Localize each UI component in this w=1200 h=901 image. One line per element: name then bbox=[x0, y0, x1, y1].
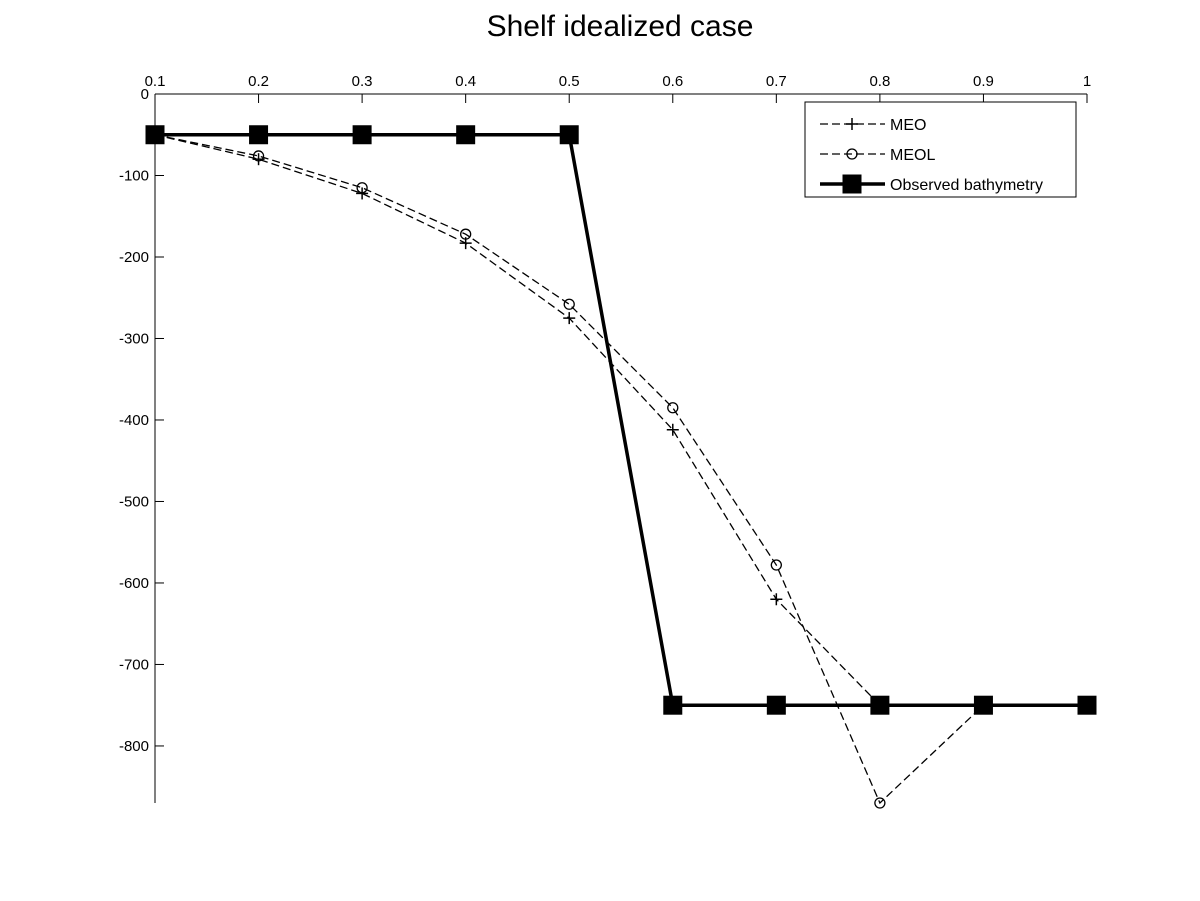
data-point-observed-bathymetry bbox=[352, 125, 372, 145]
data-point-observed-bathymetry bbox=[249, 125, 269, 145]
y-tick-label: -200 bbox=[119, 249, 149, 266]
y-tick-label: -700 bbox=[119, 656, 149, 673]
legend-label: MEO bbox=[890, 117, 926, 134]
x-tick-label: 0.7 bbox=[766, 73, 787, 90]
data-point-meol bbox=[770, 559, 782, 571]
axes: 0.1 0.2 0.3 0.4 0.5 0.6 0.7 0.8 0.9 1 0 -100 -200 -30… bbox=[119, 73, 1091, 803]
legend-item-observed-bathymetry: Observed bathymetry bbox=[820, 174, 1043, 194]
x-tick-label: 0.4 bbox=[455, 73, 476, 90]
data-point-meo bbox=[563, 312, 576, 325]
x-tick-label: 1 bbox=[1083, 73, 1091, 90]
y-tick-label: -300 bbox=[119, 330, 149, 347]
data-point-meol bbox=[874, 797, 886, 809]
series-line-observed-bathymetry bbox=[155, 132, 1087, 707]
chart-title: Shelf idealized case bbox=[487, 10, 754, 43]
series-line-meo bbox=[154, 134, 1087, 706]
y-tick-label: -600 bbox=[119, 575, 149, 592]
legend-swatch-marker bbox=[846, 148, 858, 160]
data-point-observed-bathymetry bbox=[663, 695, 683, 715]
data-point-meo bbox=[149, 128, 161, 141]
data-point-meo bbox=[356, 187, 369, 200]
legend-label: MEOL bbox=[890, 147, 935, 164]
legend-swatch-marker bbox=[842, 174, 862, 194]
data-point-meol bbox=[667, 402, 679, 414]
data-point-meo bbox=[459, 237, 472, 250]
x-tick-label: 0.8 bbox=[869, 73, 890, 90]
x-tick-label: 0.9 bbox=[973, 73, 994, 90]
data-point-meol bbox=[563, 298, 575, 310]
series-observed-bathymetry bbox=[145, 125, 1097, 715]
x-tick-label: 0.2 bbox=[248, 73, 269, 90]
data-point-meo bbox=[1081, 699, 1093, 712]
y-tick-label: 0 bbox=[141, 86, 149, 103]
y-tick-label: -500 bbox=[119, 493, 149, 510]
series-line-meol bbox=[154, 134, 1087, 805]
legend-item-meol: MEOL bbox=[820, 147, 935, 164]
legend-swatch-marker bbox=[846, 118, 858, 130]
x-tick-label: 0.6 bbox=[662, 73, 683, 90]
x-tick-label: 0.5 bbox=[559, 73, 580, 90]
legend-label: Observed bathymetry bbox=[890, 177, 1043, 194]
x-tick-label: 0.3 bbox=[352, 73, 373, 90]
data-point-meo bbox=[770, 593, 783, 606]
series-layer bbox=[145, 125, 1097, 809]
data-point-meo bbox=[666, 423, 679, 436]
legend: MEO MEOL Observed bathymetry bbox=[804, 101, 1077, 198]
data-point-observed-bathymetry bbox=[766, 695, 786, 715]
series-meo bbox=[149, 128, 1093, 712]
data-point-meo bbox=[252, 153, 265, 166]
y-tick-label: -400 bbox=[119, 412, 149, 429]
y-tick-label: -100 bbox=[119, 167, 149, 184]
data-point-observed-bathymetry bbox=[559, 125, 579, 145]
data-point-meo bbox=[873, 699, 886, 712]
y-tick-label: -800 bbox=[119, 738, 149, 755]
legend-item-meo: MEO bbox=[820, 117, 926, 134]
data-point-observed-bathymetry bbox=[456, 125, 476, 145]
x-tick-label: 0.1 bbox=[145, 73, 166, 90]
data-point-meo bbox=[977, 699, 990, 712]
